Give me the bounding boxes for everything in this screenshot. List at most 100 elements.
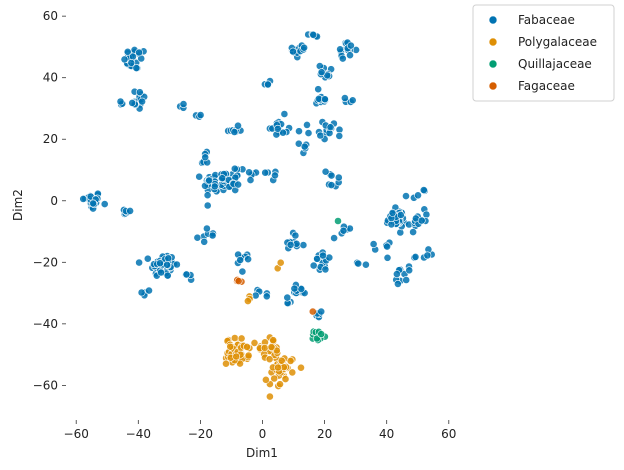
point-polygalaceae: [230, 334, 239, 342]
point-fabaceae: [393, 279, 402, 288]
point-fabaceae: [402, 276, 411, 284]
point-fabaceae: [156, 259, 164, 268]
point-polygalaceae: [243, 297, 252, 305]
point-fabaceae: [234, 180, 242, 189]
point-fabaceae: [89, 199, 97, 208]
point-polygalaceae: [261, 375, 270, 384]
point-fabaceae: [210, 182, 219, 191]
point-fabaceae: [383, 242, 391, 251]
point-fabaceae: [327, 171, 336, 180]
point-polygalaceae: [270, 374, 279, 383]
point-fabaceae: [193, 233, 202, 242]
point-fabaceae: [123, 47, 132, 56]
point-quillajaceae: [334, 217, 342, 225]
point-fabaceae: [120, 55, 129, 64]
point-polygalaceae: [277, 356, 286, 365]
point-fabaceae: [321, 265, 330, 274]
points-layer: [79, 30, 436, 401]
x-tick-label: 40: [379, 427, 394, 441]
point-polygalaceae: [232, 352, 241, 361]
point-fabaceae: [309, 30, 318, 39]
point-quillajaceae: [317, 330, 326, 338]
point-polygalaceae: [222, 359, 230, 368]
point-fabaceae: [319, 251, 327, 260]
point-fabaceae: [405, 266, 414, 275]
point-fabaceae: [262, 292, 271, 301]
point-fabaceae: [236, 256, 245, 264]
point-fabaceae: [230, 128, 239, 136]
point-fabaceae: [179, 100, 188, 108]
y-tick-label: −60: [33, 378, 58, 392]
legend-marker-fabaceae: [488, 15, 498, 25]
point-fabaceae: [330, 234, 338, 242]
x-tick-label: −20: [188, 427, 213, 441]
point-fabaceae: [283, 293, 292, 302]
point-polygalaceae: [276, 380, 284, 389]
point-polygalaceae: [237, 334, 246, 343]
point-fabaceae: [290, 284, 299, 293]
point-polygalaceae: [288, 368, 297, 377]
point-fabaceae: [313, 254, 321, 263]
point-fabaceae: [271, 171, 279, 180]
point-fabaceae: [300, 43, 308, 52]
x-tick-label: 20: [317, 427, 332, 441]
legend: Fabaceae Polygalaceae Quillajaceae Fagaceae: [472, 4, 615, 102]
point-fabaceae: [295, 127, 303, 136]
point-fabaceae: [116, 97, 125, 106]
point-fabaceae: [234, 121, 242, 130]
legend-marker-quillajaceae: [488, 59, 498, 69]
point-fabaceae: [396, 211, 405, 219]
point-fabaceae: [138, 97, 146, 106]
point-fabaceae: [346, 41, 355, 50]
point-polygalaceae: [276, 258, 285, 267]
point-fabaceae: [238, 267, 247, 276]
y-axis-label: Dim2: [11, 189, 25, 221]
x-tick-label: −40: [126, 427, 151, 441]
point-fabaceae: [163, 260, 171, 269]
point-fabaceae: [182, 270, 191, 279]
point-fabaceae: [309, 261, 318, 270]
x-axis: −60 −40 −20 0 20 40 60: [64, 420, 456, 441]
point-fabaceae: [208, 231, 217, 240]
legend-label-fagaceae: Fagaceae: [518, 79, 575, 93]
point-polygalaceae: [297, 363, 305, 372]
point-fabaceae: [157, 268, 165, 277]
legend-marker-polygalaceae: [488, 37, 498, 47]
point-fabaceae: [100, 200, 109, 208]
point-fabaceae: [200, 237, 209, 246]
point-fabaceae: [317, 307, 326, 316]
point-fabaceae: [128, 99, 137, 107]
point-fabaceae: [135, 258, 143, 267]
point-fabaceae: [164, 254, 173, 263]
point-fabaceae: [336, 45, 344, 54]
point-fabaceae: [392, 270, 401, 278]
point-fabaceae: [339, 226, 348, 235]
x-axis-label: Dim1: [246, 446, 278, 460]
point-fabaceae: [273, 124, 282, 133]
x-tick-label: 60: [441, 427, 456, 441]
point-fabaceae: [304, 129, 313, 137]
point-fabaceae: [261, 168, 270, 177]
x-tick-label: −60: [64, 427, 89, 441]
point-polygalaceae: [260, 343, 269, 352]
point-polygalaceae: [267, 343, 276, 351]
point-fabaceae: [414, 191, 422, 200]
point-polygalaceae: [265, 355, 274, 364]
point-fabaceae: [289, 47, 297, 56]
legend-marker-fagaceae: [488, 81, 498, 91]
y-tick-label: 60: [43, 9, 58, 23]
point-polygalaceae: [265, 392, 274, 401]
point-fabaceae: [244, 255, 252, 264]
point-fabaceae: [203, 191, 212, 200]
legend-label-fabaceae: Fabaceae: [518, 13, 575, 27]
point-fabaceae: [423, 251, 432, 260]
point-fabaceae: [338, 54, 347, 63]
point-fabaceae: [280, 110, 289, 118]
legend-label-quillajaceae: Quillajaceae: [518, 57, 592, 71]
point-polygalaceae: [226, 342, 235, 351]
legend-box: [472, 4, 615, 102]
point-fabaceae: [205, 176, 213, 185]
point-fabaceae: [145, 286, 153, 295]
point-fabaceae: [135, 88, 144, 97]
